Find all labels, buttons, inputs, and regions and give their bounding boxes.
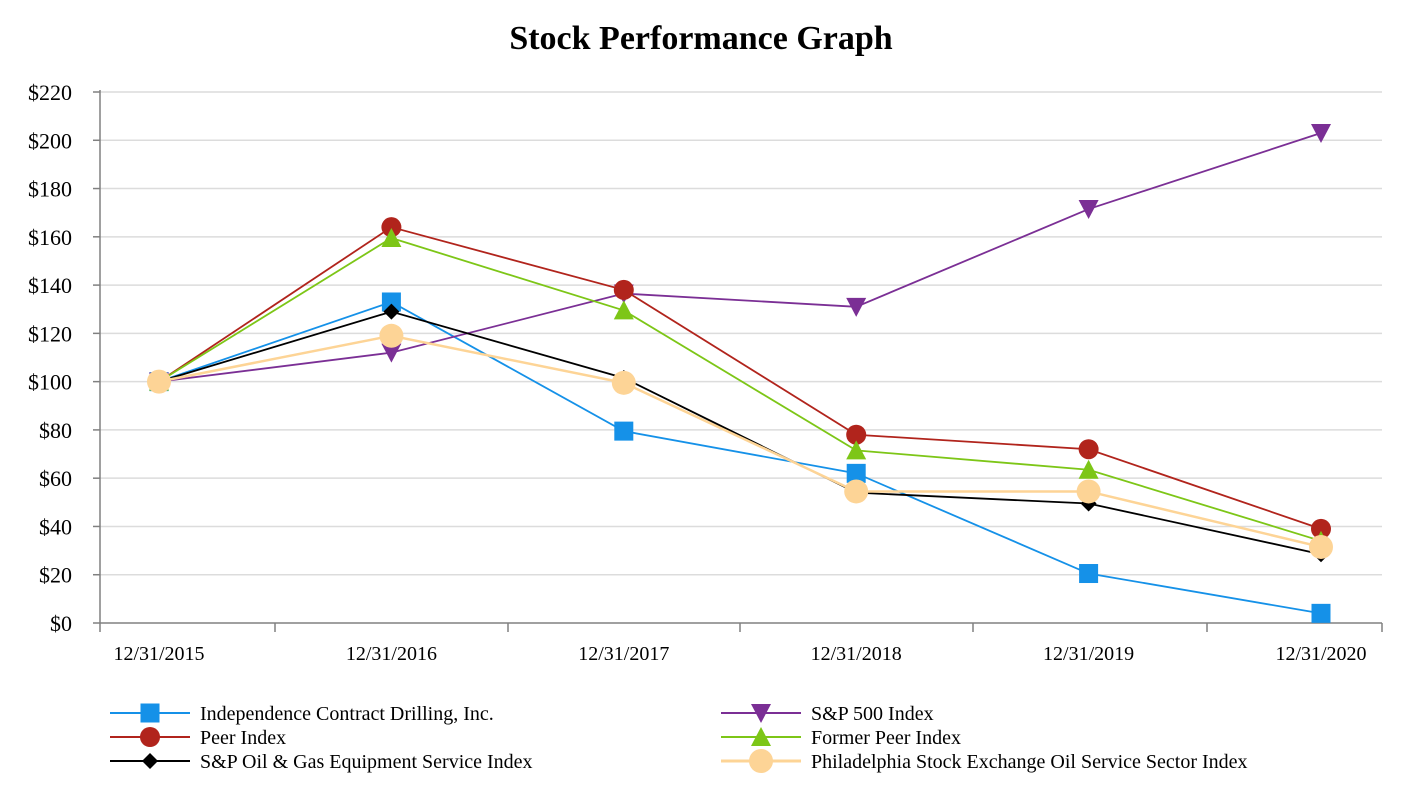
data-point xyxy=(614,421,634,441)
y-tick-label: $140 xyxy=(28,273,72,298)
data-point xyxy=(381,217,402,238)
data-point xyxy=(846,424,867,445)
x-tick-label: 12/31/2020 xyxy=(1275,643,1366,665)
legend-item: S&P 500 Index xyxy=(721,703,934,725)
data-point xyxy=(1078,200,1099,220)
data-point xyxy=(1078,459,1099,479)
legend-item: Independence Contract Drilling, Inc. xyxy=(110,703,494,725)
x-tick-label: 12/31/2017 xyxy=(578,643,669,665)
legend-marker xyxy=(142,753,158,769)
data-point xyxy=(1079,564,1099,584)
legend-item: Philadelphia Stock Exchange Oil Service … xyxy=(721,749,1248,773)
series-lines xyxy=(147,124,1333,623)
data-point xyxy=(381,292,401,312)
data-point xyxy=(381,343,402,363)
legend-label: Philadelphia Stock Exchange Oil Service … xyxy=(811,751,1248,773)
y-tick-label: $40 xyxy=(39,514,72,539)
legend-marker xyxy=(751,727,771,746)
data-point xyxy=(381,228,402,248)
series-4 xyxy=(151,303,1329,563)
data-point xyxy=(383,303,400,320)
x-tick-label: 12/31/2016 xyxy=(346,643,437,665)
data-point xyxy=(846,440,867,460)
data-point xyxy=(1076,479,1101,504)
legend-marker xyxy=(140,703,160,723)
legend-marker xyxy=(751,704,771,723)
series-line xyxy=(158,237,1322,542)
series-line xyxy=(158,334,1322,549)
data-point xyxy=(846,463,866,483)
data-point xyxy=(613,279,634,300)
x-tick-label: 12/31/2015 xyxy=(113,643,204,665)
legend-item: S&P Oil & Gas Equipment Service Index xyxy=(110,751,533,773)
legend-marker xyxy=(749,749,773,773)
y-tick-label: $0 xyxy=(50,611,72,636)
data-point xyxy=(611,370,636,395)
series-line xyxy=(158,132,1322,383)
legend-label: Peer Index xyxy=(200,727,286,749)
legend-item: Peer Index xyxy=(110,727,286,749)
series-line xyxy=(158,310,1322,556)
x-tick-label: 12/31/2019 xyxy=(1043,643,1134,665)
y-tick-label: $200 xyxy=(28,128,72,153)
series-line xyxy=(158,301,1322,615)
series-1 xyxy=(149,124,1331,392)
y-tick-label: $160 xyxy=(28,225,72,250)
x-axis-tick-labels: 12/31/2015 12/31/2016 12/31/2017 12/31/2018… xyxy=(113,643,1366,665)
y-axis-tick-labels: $0 $20 $40 $60 $80 $100 $120 $140 $160 $180 $200 $2… xyxy=(28,80,72,636)
series-line xyxy=(158,226,1322,530)
data-point xyxy=(613,300,634,320)
legend-label: Independence Contract Drilling, Inc. xyxy=(200,703,494,725)
series-2 xyxy=(149,217,1331,539)
data-point xyxy=(1311,518,1331,539)
series-0 xyxy=(149,292,1331,623)
y-tick-label: $180 xyxy=(28,177,72,202)
data-point xyxy=(379,323,404,348)
data-point xyxy=(1078,439,1099,460)
legend-marker xyxy=(140,727,160,747)
legend: Independence Contract Drilling, Inc. S&P … xyxy=(110,703,1248,773)
series-3 xyxy=(149,228,1331,550)
data-point xyxy=(844,479,869,504)
y-tick-label: $120 xyxy=(28,321,72,346)
y-tick-label: $20 xyxy=(39,563,72,588)
axes xyxy=(93,90,1383,632)
legend-label: Former Peer Index xyxy=(811,727,961,749)
gridlines xyxy=(100,91,1382,576)
series-5 xyxy=(147,323,1333,559)
x-tick-label: 12/31/2018 xyxy=(811,643,902,665)
y-tick-label: $100 xyxy=(28,370,72,395)
legend-label: S&P Oil & Gas Equipment Service Index xyxy=(200,751,533,773)
data-point xyxy=(1311,124,1331,144)
data-point xyxy=(1311,603,1331,623)
legend-item: Former Peer Index xyxy=(721,727,961,749)
legend-label: S&P 500 Index xyxy=(811,703,934,725)
data-point xyxy=(147,369,171,394)
data-point xyxy=(1309,534,1333,559)
y-tick-label: $80 xyxy=(39,418,72,443)
data-point xyxy=(846,297,867,317)
chart-title: Stock Performance Graph xyxy=(509,20,892,57)
y-tick-label: $60 xyxy=(39,466,72,491)
y-tick-label: $220 xyxy=(28,80,72,105)
